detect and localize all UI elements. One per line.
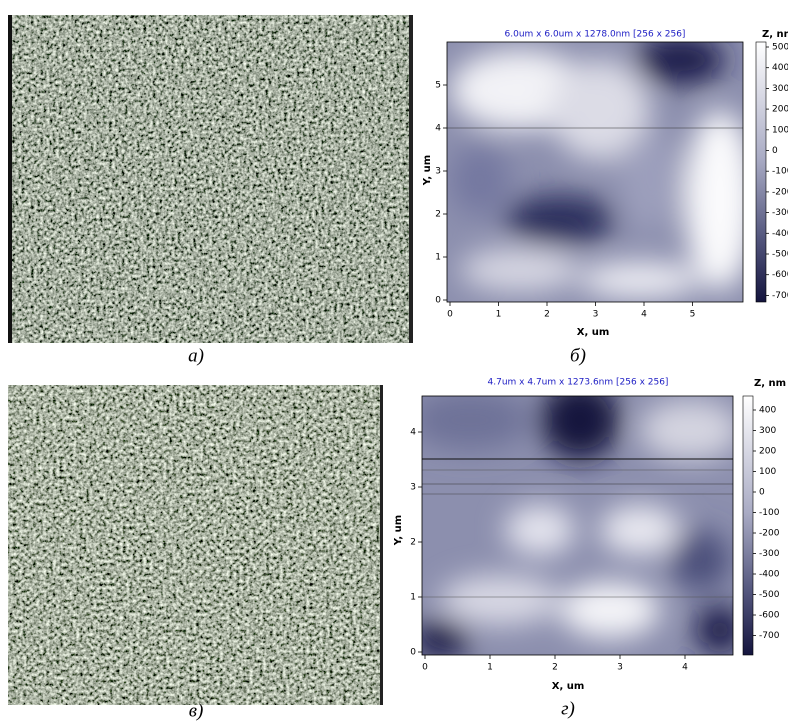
y-tick-label: 0 [410, 648, 416, 658]
x-tick-label: 1 [496, 310, 502, 320]
z-tick-label: 100 [759, 467, 776, 477]
z-tick-label: 300 [759, 426, 776, 436]
y-tick-label: 4 [410, 428, 416, 438]
z-tick-label: 500 [772, 43, 788, 53]
y-tick-label: 2 [435, 210, 441, 220]
caption: г) [561, 698, 575, 719]
x-tick-label: 2 [544, 310, 550, 320]
y-tick-label: 1 [435, 253, 441, 263]
z-tick-label: -300 [759, 549, 780, 559]
z-tick-label: -200 [759, 529, 780, 539]
z-axis-label: Z, nm [762, 29, 788, 40]
x-tick-label: 2 [552, 663, 558, 673]
z-tick-label: 0 [759, 488, 765, 498]
z-tick-label: 200 [772, 105, 788, 115]
z-tick-label: -500 [759, 590, 780, 600]
z-tick-label: -100 [772, 167, 788, 177]
x-tick-label: 3 [593, 310, 599, 320]
z-tick-label: -100 [759, 508, 780, 518]
caption: б) [570, 345, 586, 366]
z-tick-label: 100 [772, 125, 788, 135]
x-tick-label: 1 [487, 663, 493, 673]
scan-title: 6.0um x 6.0um x 1278.0nm [256 x 256] [505, 30, 686, 40]
z-tick-label: 0 [772, 146, 778, 156]
y-tick-label: 5 [435, 81, 441, 91]
x-tick-label: 0 [422, 663, 428, 673]
colorbar [743, 396, 753, 655]
x-tick-label: 4 [682, 663, 688, 673]
z-tick-label: -200 [772, 187, 788, 197]
y-tick-label: 0 [435, 296, 441, 306]
z-tick-label: -600 [759, 611, 780, 621]
border [409, 15, 413, 343]
border [380, 385, 383, 705]
z-tick-label: -700 [759, 631, 780, 641]
z-tick-label: 400 [772, 63, 788, 73]
y-axis-label: Y, um [422, 155, 433, 186]
y-tick-label: 4 [435, 124, 441, 134]
x-tick-label: 5 [690, 310, 696, 320]
micrograph-texture [8, 385, 383, 705]
border [8, 15, 12, 343]
z-tick-label: -600 [772, 270, 788, 280]
z-tick-label: -400 [759, 570, 780, 580]
z-tick-label: -300 [772, 208, 788, 218]
x-tick-label: 0 [447, 310, 453, 320]
z-axis-label: Z, nm [754, 378, 786, 389]
z-tick-label: 300 [772, 84, 788, 94]
micrograph-texture [8, 15, 413, 343]
x-tick-label: 4 [641, 310, 647, 320]
y-tick-label: 3 [435, 167, 441, 177]
y-tick-label: 2 [410, 538, 416, 548]
x-axis-label: X, um [552, 681, 585, 692]
z-tick-label: 400 [759, 406, 776, 416]
colorbar [756, 42, 766, 302]
y-axis-label: Y, um [393, 515, 404, 546]
afm-image [410, 380, 745, 660]
y-tick-label: 1 [410, 593, 416, 603]
y-tick-label: 3 [410, 483, 416, 493]
caption: а) [188, 345, 204, 366]
z-tick-label: -500 [772, 250, 788, 260]
figure: а) б) 6.0um x 6.0um x 1278.0nm [256 x 256]… [0, 0, 788, 722]
x-axis-label: X, um [577, 327, 610, 338]
x-tick-label: 3 [617, 663, 623, 673]
afm-image [447, 35, 755, 302]
scan-title: 4.7um x 4.7um x 1273.6nm [256 x 256] [488, 378, 669, 388]
z-tick-label: -400 [772, 229, 788, 239]
z-tick-label: 200 [759, 447, 776, 457]
z-tick-label: -700 [772, 291, 788, 301]
caption: в) [189, 700, 204, 721]
